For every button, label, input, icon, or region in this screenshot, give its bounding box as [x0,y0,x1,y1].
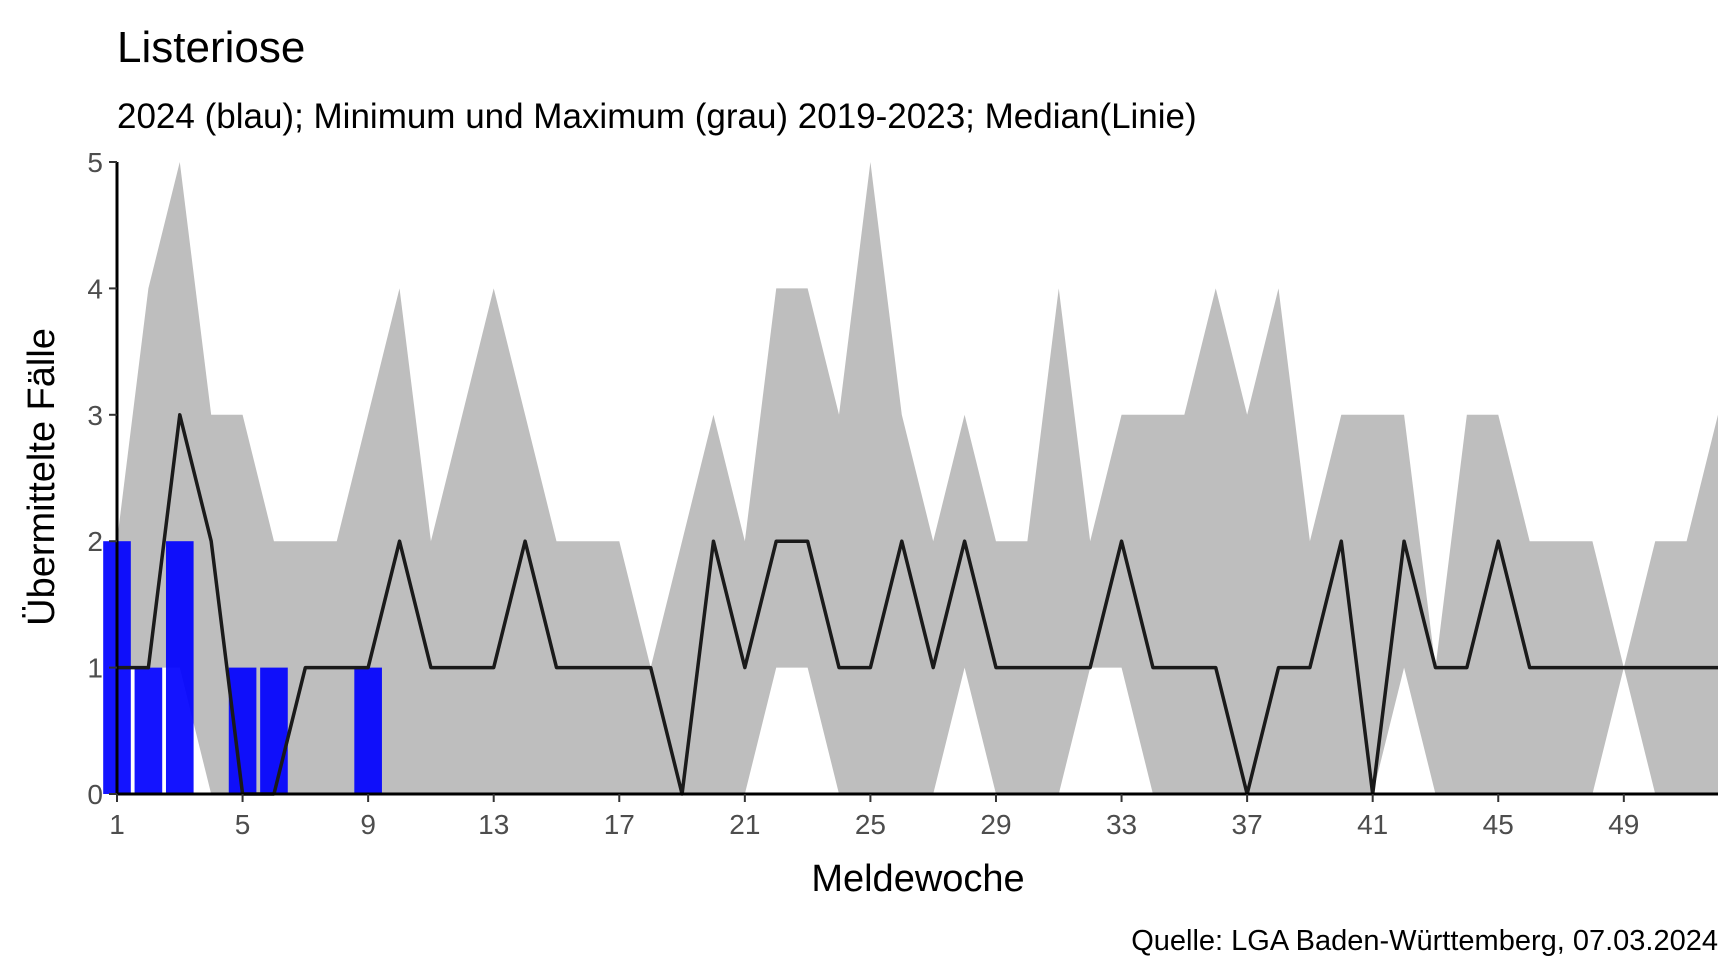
y-tick-label: 5 [87,147,103,178]
y-tick-label: 0 [87,779,103,810]
bar-week-2 [134,667,163,794]
x-tick-label: 17 [604,809,635,840]
bar-week-6 [260,667,288,794]
x-tick-label: 25 [855,809,886,840]
y-tick-label: 4 [87,273,103,304]
x-tick-label: 21 [729,809,760,840]
y-tick-label: 3 [87,400,103,431]
x-tick-label: 33 [1106,809,1137,840]
chart-title: Listeriose [117,23,305,72]
chart-caption: Quelle: LGA Baden-Württemberg, 07.03.202… [1131,925,1718,957]
x-tick-label: 37 [1232,809,1263,840]
median-line [117,413,1718,796]
y-axis-title: Übermittelte Fälle [21,328,63,626]
chart-subtitle: 2024 (blau); Minimum und Maximum (grau) … [117,97,1197,136]
y-tick-label: 2 [87,526,103,557]
x-tick-label: 5 [235,809,251,840]
x-tick-label: 45 [1483,809,1514,840]
x-ticks: 1 5 9 13 17 21 25 29 33 37 41 45 49 [109,794,1639,840]
y-tick-label: 1 [87,653,103,684]
x-tick-label: 29 [980,809,1011,840]
bar-week-3 [165,541,194,794]
x-tick-label: 9 [360,809,376,840]
bar-week-9 [354,667,382,794]
x-tick-label: 1 [109,809,125,840]
bar-week-5 [228,667,257,794]
y-ticks: 0 1 2 3 4 5 [87,147,117,810]
x-tick-label: 13 [478,809,509,840]
plot-area [103,162,1718,796]
x-tick-label: 41 [1357,809,1388,840]
x-tick-label: 49 [1608,809,1639,840]
x-axis-title: Meldewoche [811,858,1024,900]
